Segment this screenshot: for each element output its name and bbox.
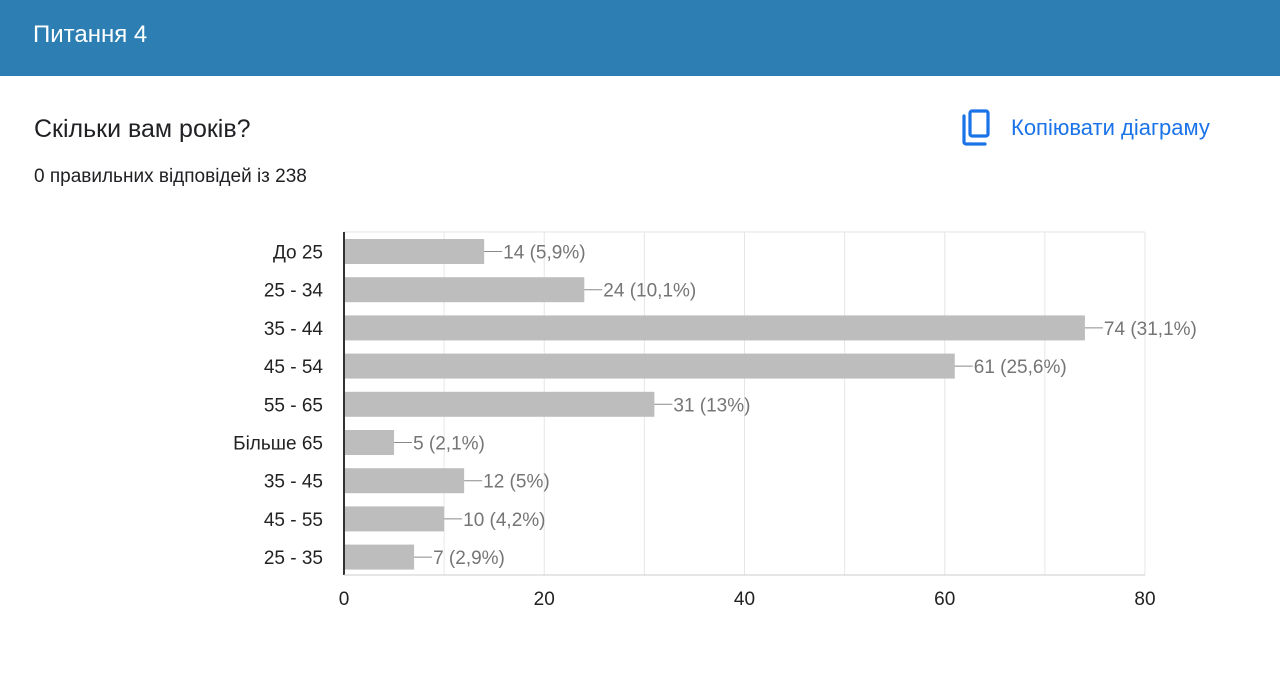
bar (344, 430, 395, 455)
category-label: 35 - 44 (264, 319, 324, 340)
x-tick-label: 40 (734, 589, 755, 610)
bar (344, 506, 445, 532)
x-tick-label: 60 (934, 589, 955, 610)
data-label: 14 (5,9%) (503, 243, 585, 264)
bar (344, 277, 585, 303)
data-label: 10 (4,2%) (463, 510, 545, 531)
copy-chart-button[interactable]: Копіювати діаграму (958, 106, 1210, 150)
page-title: Питання 4 (33, 21, 148, 48)
copy-icon (962, 109, 990, 146)
bar (344, 353, 955, 379)
x-tick-label: 0 (339, 589, 350, 610)
bar-chart: 14 (5,9%) До 25 24 (10,1%) 25 - 34 74 (31,1%… (233, 231, 1197, 611)
bar (344, 544, 415, 570)
x-tick-label: 80 (1134, 589, 1155, 610)
category-label: До 25 (273, 243, 323, 264)
header-bar: Питання 4 (0, 0, 1280, 76)
data-label: 74 (31,1%) (1104, 319, 1197, 340)
correct-answers-summary: 0 правильних відповідей із 238 (34, 166, 307, 187)
bar (344, 468, 465, 494)
data-label: 61 (25,6%) (974, 357, 1067, 378)
category-label: 55 - 65 (264, 395, 323, 416)
bars (344, 239, 1085, 570)
bar (344, 239, 485, 264)
data-label: 31 (13%) (673, 395, 750, 416)
x-tick-label: 20 (534, 589, 555, 610)
bar (344, 391, 655, 417)
category-label: 25 - 35 (264, 548, 323, 569)
copy-chart-label: Копіювати діаграму (1011, 115, 1210, 140)
question-title: Скільки вам років? (34, 115, 251, 143)
category-label: 35 - 45 (264, 472, 323, 493)
data-label: 5 (2,1%) (413, 434, 485, 455)
axes (343, 232, 1145, 576)
data-label: 7 (2,9%) (433, 548, 505, 569)
labels: 14 (5,9%) До 25 24 (10,1%) 25 - 34 74 (31,1%… (233, 243, 1197, 611)
category-label: Більше 65 (233, 434, 323, 455)
bar (344, 315, 1085, 341)
data-label: 24 (10,1%) (603, 281, 696, 302)
data-label: 12 (5%) (483, 472, 550, 493)
category-label: 45 - 55 (264, 510, 323, 531)
category-label: 45 - 54 (264, 357, 324, 378)
category-label: 25 - 34 (264, 281, 324, 302)
